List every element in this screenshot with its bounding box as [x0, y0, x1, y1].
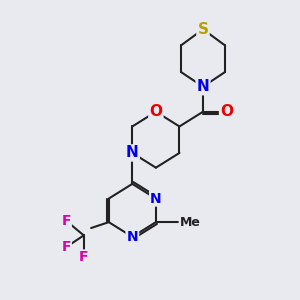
- Text: O: O: [220, 104, 233, 119]
- Text: N: N: [196, 79, 209, 94]
- Text: F: F: [79, 250, 88, 265]
- Text: F: F: [61, 240, 71, 254]
- Text: S: S: [197, 22, 208, 37]
- Text: N: N: [127, 230, 138, 244]
- Text: O: O: [149, 104, 162, 119]
- Text: N: N: [126, 146, 139, 160]
- Text: F: F: [61, 214, 71, 228]
- Text: N: N: [150, 192, 162, 206]
- Text: Me: Me: [179, 216, 200, 229]
